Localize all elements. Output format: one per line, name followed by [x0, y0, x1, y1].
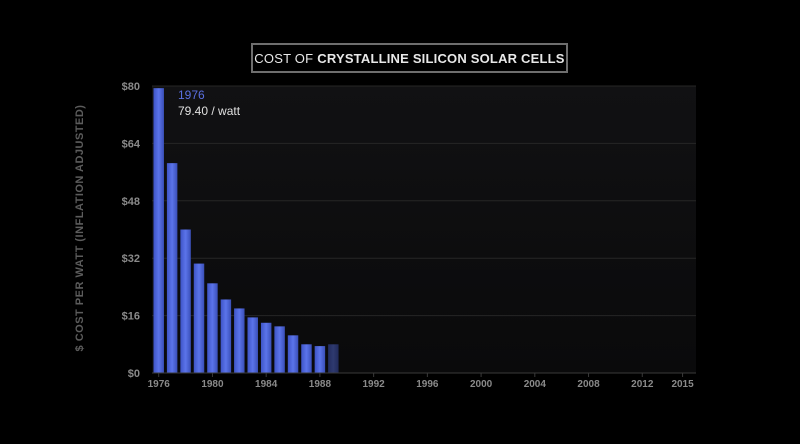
x-tick-label: 2004 [524, 379, 547, 390]
bar-1977 [166, 163, 178, 373]
x-axis-ticks: 1976 1980 1984 1988 1992 1996 2000 2004 2008 2012… [148, 373, 694, 390]
plot-area [152, 86, 696, 373]
y-tick-label: $48 [122, 196, 140, 208]
x-tick-label: 1976 [148, 379, 171, 390]
bar-1976 [153, 88, 164, 373]
bar-1985 [274, 326, 285, 373]
chart-title-prefix: COST OF [254, 50, 314, 66]
bar-1982 [234, 308, 245, 373]
chart-title-box: COST OF CRYSTALLINE SILICON SOLAR CELLS [251, 43, 568, 73]
x-tick-label: 2015 [671, 379, 694, 390]
annotation-year: 1976 [178, 88, 205, 102]
bar-1979 [193, 263, 205, 373]
bar-1983 [247, 317, 258, 373]
y-tick-label: $64 [122, 138, 141, 150]
x-tick-label: 1984 [255, 379, 278, 390]
bars [153, 88, 339, 373]
x-tick-label: 1996 [416, 379, 439, 390]
x-tick-label: 2008 [577, 379, 600, 390]
y-tick-label: $0 [128, 368, 140, 380]
y-tick-label: $16 [122, 311, 140, 323]
bar-1986 [287, 335, 299, 373]
chart-title-main: CRYSTALLINE SILICON SOLAR CELLS [317, 50, 565, 66]
y-tick-label: $32 [122, 253, 140, 265]
bar-1989 [328, 344, 339, 373]
bar-1980 [207, 283, 218, 373]
y-axis-ticks: $0 $16 $32 $48 $64 $80 [122, 81, 141, 380]
x-tick-label: 2012 [631, 379, 654, 390]
bar-1984 [260, 322, 272, 373]
x-tick-label: 1980 [201, 379, 224, 390]
y-axis-label: $ COST PER WATT (INFLATION ADJUSTED) [74, 104, 86, 352]
x-tick-label: 1992 [363, 379, 386, 390]
bar-1978 [180, 229, 191, 373]
y-tick-label: $80 [122, 81, 140, 93]
annotation-value: 79.40 / watt [178, 104, 241, 118]
x-tick-label: 1988 [309, 379, 332, 390]
x-tick-label: 2000 [470, 379, 493, 390]
bar-1981 [220, 299, 232, 373]
bar-1988 [314, 346, 326, 373]
bar-1987 [301, 344, 312, 373]
gridlines [152, 85, 696, 317]
